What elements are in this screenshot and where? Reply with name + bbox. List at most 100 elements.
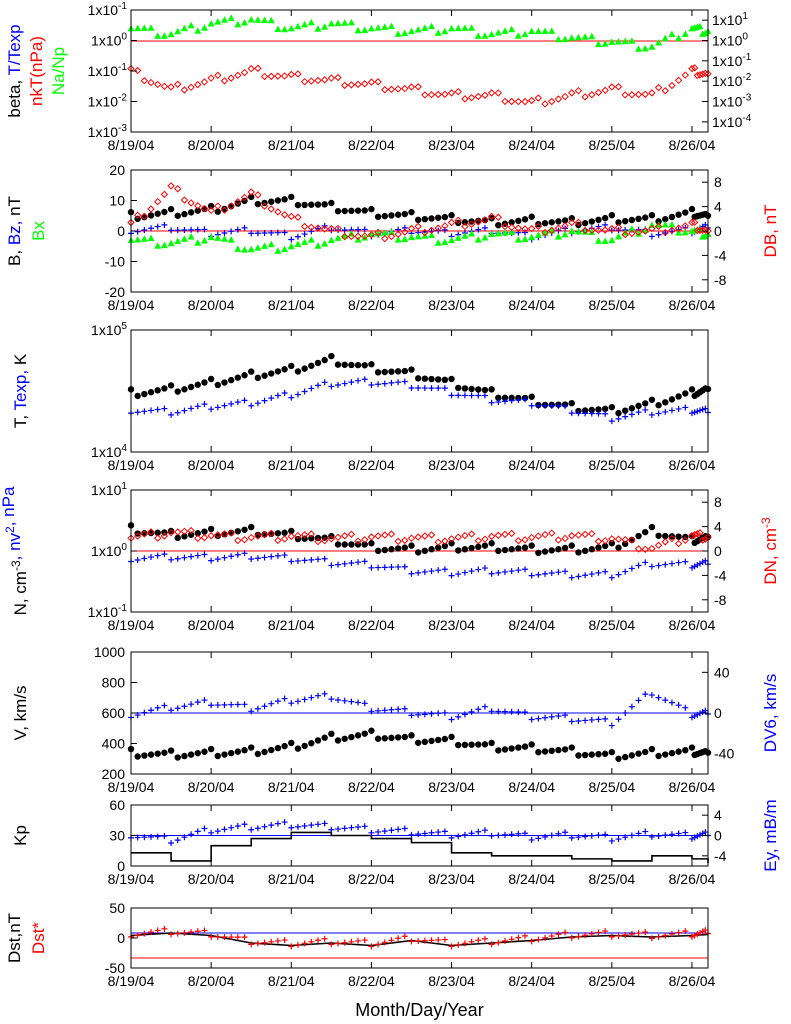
data-point: [394, 85, 402, 93]
data-point: [475, 386, 482, 393]
data-point: [635, 215, 642, 222]
data-point: [220, 77, 229, 85]
data-point: [662, 932, 669, 939]
data-point: [696, 226, 704, 235]
x-axis-title: Month/Day/Year: [355, 1000, 483, 1020]
data-point: [595, 216, 602, 224]
data-point: [154, 242, 162, 249]
data-point: [294, 201, 302, 209]
y-tick-label: 1000: [94, 644, 125, 660]
data-point: [214, 404, 221, 411]
data-point: [187, 233, 195, 240]
data-point: [434, 29, 442, 36]
data-point: [414, 739, 422, 746]
data-point: [688, 744, 696, 751]
data-point: [561, 217, 569, 224]
data-point: [328, 352, 335, 360]
data-point: [522, 830, 529, 837]
data-point: [140, 530, 149, 538]
data-point: [154, 406, 161, 413]
data-point: [334, 361, 342, 368]
data-point: [274, 536, 282, 545]
data-point: [194, 749, 201, 757]
data-point: [247, 533, 255, 542]
y-tick-label: 1x100: [91, 542, 127, 559]
data-point: [495, 394, 502, 402]
data-point: [675, 830, 682, 837]
data-point: [515, 744, 522, 751]
data-point: [361, 730, 368, 737]
y-tick-label-right: 4: [714, 519, 722, 535]
data-point: [508, 219, 515, 226]
data-point: [568, 215, 575, 222]
data-point: [234, 551, 241, 558]
data-point: [494, 89, 503, 97]
y-tick-label: 200: [102, 766, 126, 782]
data-point: [381, 86, 389, 94]
series-1: [128, 819, 711, 846]
x-tick-label: 8/19/04: [108, 973, 155, 989]
y-axis-label: Dst,nT: [5, 913, 24, 963]
data-point: [408, 938, 415, 945]
data-point: [635, 45, 643, 52]
data-point: [621, 37, 629, 45]
data-point: [274, 72, 282, 80]
data-point: [408, 570, 415, 577]
data-point: [448, 24, 456, 32]
data-point: [522, 709, 529, 716]
data-point: [527, 533, 536, 542]
data-point: [174, 555, 181, 562]
data-point: [341, 226, 348, 233]
data-point: [441, 936, 448, 943]
data-point: [535, 835, 542, 842]
x-tick-label: 8/25/04: [588, 779, 635, 795]
data-point: [541, 530, 549, 539]
data-point: [134, 753, 141, 760]
data-point: [681, 536, 690, 544]
data-point: [328, 199, 335, 207]
data-point: [288, 739, 295, 747]
data-point: [375, 381, 382, 388]
data-point: [227, 376, 235, 384]
data-point: [434, 544, 442, 551]
data-point: [268, 700, 275, 707]
data-point: [241, 746, 248, 754]
data-point: [407, 534, 416, 542]
data-point: [488, 230, 496, 238]
data-point: [254, 191, 262, 199]
data-point: [214, 556, 221, 563]
y-axis-label-right: DN, cm-3: [759, 517, 780, 585]
data-point: [461, 222, 469, 231]
data-point: [248, 402, 255, 409]
data-point: [335, 382, 342, 389]
data-point: [568, 542, 575, 549]
data-point: [608, 212, 616, 219]
data-point: [207, 745, 215, 753]
data-point: [395, 826, 402, 833]
data-point: [294, 213, 302, 221]
data-point: [441, 709, 448, 716]
data-point: [455, 384, 462, 392]
data-point: [574, 33, 582, 41]
data-point: [294, 233, 301, 240]
data-point: [294, 70, 302, 78]
data-point: [201, 697, 208, 704]
data-point: [662, 532, 669, 540]
y-tick-label-right: 1x10-1: [712, 52, 752, 69]
data-point: [428, 22, 436, 30]
data-point: [441, 27, 449, 35]
data-point: [582, 717, 589, 724]
data-point: [682, 404, 689, 411]
data-point: [254, 825, 261, 832]
data-point: [675, 929, 682, 936]
data-point: [661, 221, 669, 228]
data-point: [621, 407, 629, 414]
data-point: [241, 397, 248, 404]
data-point: [534, 532, 543, 540]
data-point: [694, 408, 701, 415]
data-point: [274, 937, 281, 944]
series-0: [127, 352, 712, 417]
panel-p7: 8/19/04 8/20/04 8/21/04 8/22/04 8/23/04 8/24/…: [5, 900, 716, 989]
y-tick-label: 1x10-1: [88, 603, 128, 620]
data-point: [668, 407, 675, 414]
